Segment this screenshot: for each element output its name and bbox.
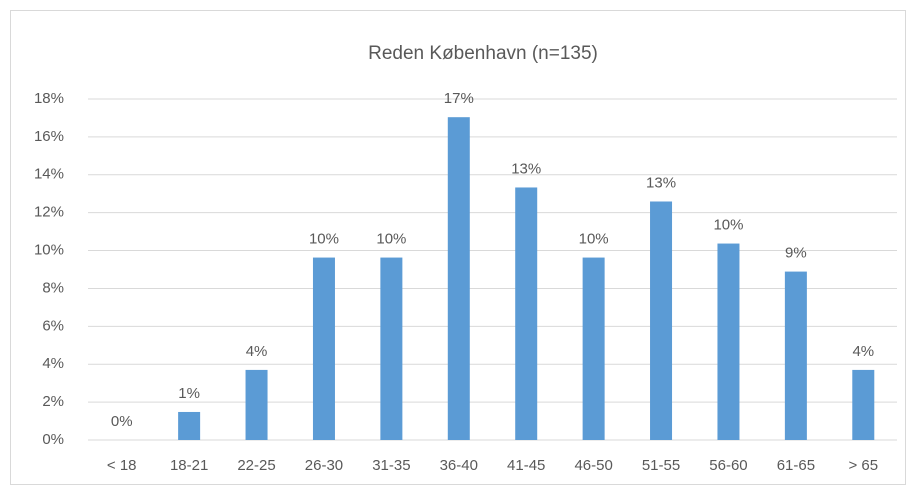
y-tick-label: 6% [42, 317, 64, 334]
x-tick-label: 22-25 [237, 457, 275, 474]
x-tick-label: 18-21 [170, 457, 208, 474]
bar [515, 187, 538, 440]
data-label: 13% [646, 174, 676, 191]
x-tick-label: 46-50 [574, 457, 612, 474]
data-label: 4% [246, 343, 268, 360]
x-tick-label: 26-30 [305, 457, 343, 474]
bar [717, 243, 740, 440]
chart-title: Reden København (n=135) [368, 43, 598, 64]
data-label: 1% [178, 385, 200, 402]
bar [650, 201, 673, 440]
bar [312, 257, 335, 440]
data-label: 10% [309, 231, 339, 248]
x-tick-label: < 18 [107, 457, 137, 474]
x-tick-label: 41-45 [507, 457, 545, 474]
bar [784, 271, 807, 440]
data-label: 10% [376, 231, 406, 248]
y-tick-label: 12% [34, 204, 64, 221]
bar [852, 369, 875, 440]
y-tick-label: 2% [42, 393, 64, 410]
x-tick-label: 51-55 [642, 457, 680, 474]
data-label: 13% [511, 160, 541, 177]
bar [582, 257, 605, 440]
x-tick-label: 36-40 [440, 457, 478, 474]
data-label: 10% [579, 231, 609, 248]
y-tick-label: 16% [34, 128, 64, 145]
x-tick-label: 56-60 [709, 457, 747, 474]
bar [245, 369, 268, 440]
y-tick-label: 0% [42, 431, 64, 448]
data-label: 0% [111, 413, 133, 430]
x-tick-label: > 65 [848, 457, 878, 474]
y-tick-label: 8% [42, 279, 64, 296]
bar [447, 117, 470, 440]
x-tick-label: 31-35 [372, 457, 410, 474]
data-label: 10% [713, 217, 743, 234]
data-label: 17% [444, 90, 474, 107]
data-label: 9% [785, 245, 807, 262]
bar [380, 257, 403, 440]
data-label: 4% [852, 343, 874, 360]
y-tick-label: 14% [34, 166, 64, 183]
y-tick-label: 18% [34, 90, 64, 107]
bar [178, 411, 201, 440]
x-tick-label: 61-65 [777, 457, 815, 474]
y-tick-label: 10% [34, 242, 64, 259]
y-tick-label: 4% [42, 355, 64, 372]
